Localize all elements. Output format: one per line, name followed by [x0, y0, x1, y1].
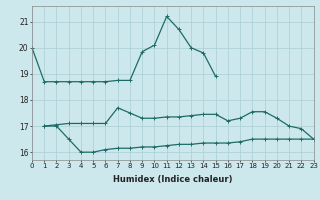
X-axis label: Humidex (Indice chaleur): Humidex (Indice chaleur)	[113, 175, 233, 184]
